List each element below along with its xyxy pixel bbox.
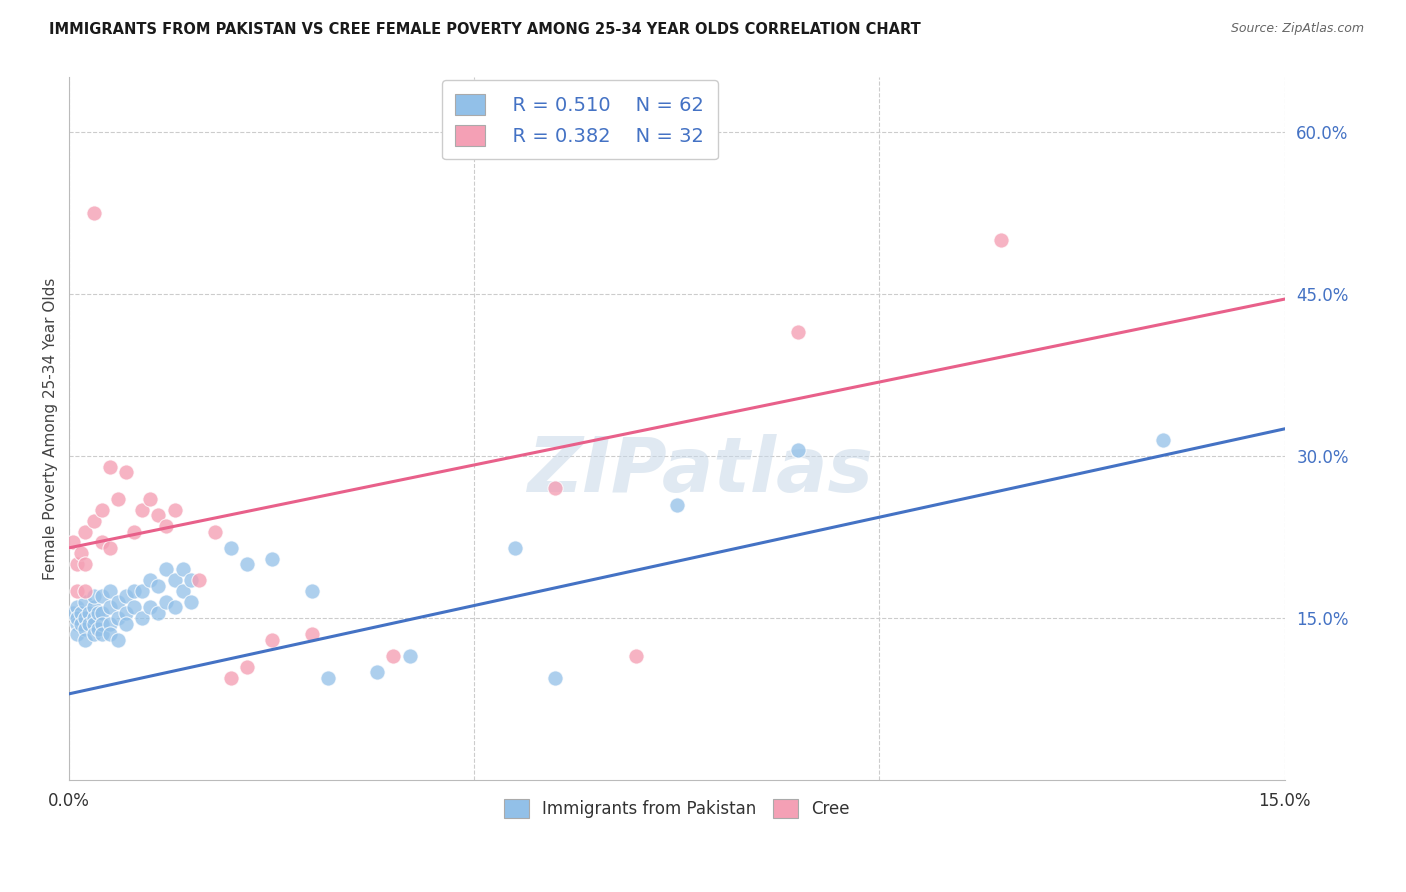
Point xyxy=(260,551,283,566)
Legend: Immigrants from Pakistan, Cree: Immigrants from Pakistan, Cree xyxy=(498,793,856,825)
Point xyxy=(83,600,105,615)
Point xyxy=(187,574,209,588)
Point xyxy=(90,627,112,641)
Point xyxy=(366,665,388,680)
Point xyxy=(75,557,97,571)
Point xyxy=(139,600,162,615)
Point xyxy=(544,481,567,495)
Point xyxy=(83,590,105,604)
Point xyxy=(90,590,112,604)
Point xyxy=(115,616,138,631)
Point xyxy=(66,584,89,599)
Text: Source: ZipAtlas.com: Source: ZipAtlas.com xyxy=(1230,22,1364,36)
Point xyxy=(98,600,121,615)
Point xyxy=(172,584,194,599)
Point xyxy=(66,627,89,641)
Point xyxy=(79,606,101,620)
Point xyxy=(66,557,89,571)
Point xyxy=(70,606,93,620)
Point xyxy=(115,465,138,479)
Point xyxy=(990,233,1012,247)
Point xyxy=(75,584,97,599)
Point xyxy=(180,595,202,609)
Point xyxy=(163,574,186,588)
Point xyxy=(90,535,112,549)
Point xyxy=(66,600,89,615)
Point xyxy=(79,616,101,631)
Point xyxy=(148,508,170,523)
Point xyxy=(115,590,138,604)
Point xyxy=(107,595,129,609)
Point xyxy=(83,611,105,625)
Point xyxy=(204,524,226,539)
Point xyxy=(665,498,688,512)
Point xyxy=(503,541,526,555)
Point xyxy=(1152,433,1174,447)
Point xyxy=(86,622,108,636)
Point xyxy=(107,632,129,647)
Point xyxy=(86,606,108,620)
Point xyxy=(122,524,145,539)
Point xyxy=(62,606,84,620)
Point xyxy=(318,671,340,685)
Point xyxy=(155,519,177,533)
Point xyxy=(398,648,420,663)
Point xyxy=(83,627,105,641)
Point xyxy=(139,574,162,588)
Y-axis label: Female Poverty Among 25-34 Year Olds: Female Poverty Among 25-34 Year Olds xyxy=(44,277,58,580)
Point xyxy=(90,503,112,517)
Point xyxy=(122,584,145,599)
Point xyxy=(75,632,97,647)
Text: IMMIGRANTS FROM PAKISTAN VS CREE FEMALE POVERTY AMONG 25-34 YEAR OLDS CORRELATIO: IMMIGRANTS FROM PAKISTAN VS CREE FEMALE … xyxy=(49,22,921,37)
Point xyxy=(75,611,97,625)
Point xyxy=(70,616,93,631)
Point xyxy=(107,611,129,625)
Point xyxy=(83,205,105,219)
Point xyxy=(163,503,186,517)
Point xyxy=(787,325,810,339)
Point xyxy=(260,632,283,647)
Point xyxy=(139,492,162,507)
Point xyxy=(107,492,129,507)
Point xyxy=(62,535,84,549)
Point xyxy=(98,541,121,555)
Point xyxy=(66,611,89,625)
Point xyxy=(75,595,97,609)
Point xyxy=(172,562,194,576)
Point xyxy=(66,616,89,631)
Point xyxy=(90,616,112,631)
Point xyxy=(83,514,105,528)
Point xyxy=(75,524,97,539)
Point xyxy=(131,611,153,625)
Point xyxy=(301,584,323,599)
Point xyxy=(163,600,186,615)
Point xyxy=(70,546,93,560)
Point xyxy=(75,622,97,636)
Text: ZIPatlas: ZIPatlas xyxy=(529,434,875,508)
Point xyxy=(122,600,145,615)
Point xyxy=(626,648,648,663)
Point xyxy=(155,595,177,609)
Point xyxy=(301,627,323,641)
Point xyxy=(131,503,153,517)
Point xyxy=(787,443,810,458)
Point xyxy=(98,627,121,641)
Point xyxy=(98,459,121,474)
Point xyxy=(155,562,177,576)
Point xyxy=(236,557,259,571)
Point xyxy=(219,541,242,555)
Point xyxy=(148,606,170,620)
Point xyxy=(236,659,259,673)
Point xyxy=(382,648,405,663)
Point xyxy=(544,671,567,685)
Point xyxy=(98,584,121,599)
Point xyxy=(180,574,202,588)
Point xyxy=(90,606,112,620)
Point xyxy=(98,616,121,631)
Point xyxy=(131,584,153,599)
Point xyxy=(115,606,138,620)
Point xyxy=(148,579,170,593)
Point xyxy=(83,616,105,631)
Point xyxy=(219,671,242,685)
